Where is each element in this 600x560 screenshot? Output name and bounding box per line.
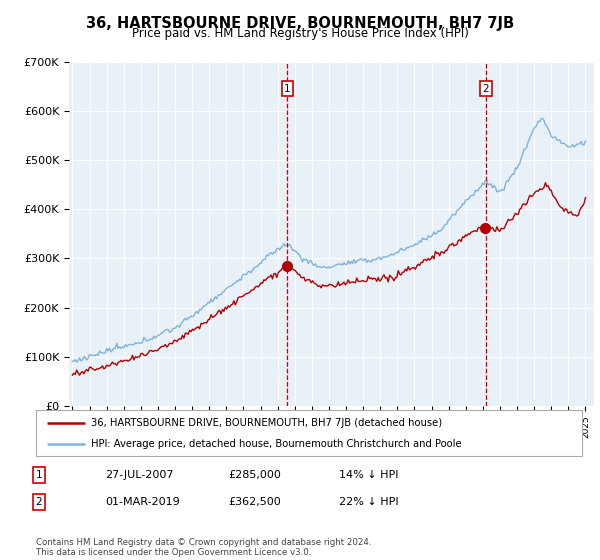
Text: 22% ↓ HPI: 22% ↓ HPI xyxy=(339,497,398,507)
Text: £362,500: £362,500 xyxy=(228,497,281,507)
Text: 2: 2 xyxy=(35,497,43,507)
Text: Contains HM Land Registry data © Crown copyright and database right 2024.
This d: Contains HM Land Registry data © Crown c… xyxy=(36,538,371,557)
Text: 36, HARTSBOURNE DRIVE, BOURNEMOUTH, BH7 7JB: 36, HARTSBOURNE DRIVE, BOURNEMOUTH, BH7 … xyxy=(86,16,514,31)
Text: 27-JUL-2007: 27-JUL-2007 xyxy=(105,470,173,480)
Text: 1: 1 xyxy=(284,83,291,94)
Text: 1: 1 xyxy=(35,470,43,480)
Text: Price paid vs. HM Land Registry's House Price Index (HPI): Price paid vs. HM Land Registry's House … xyxy=(131,27,469,40)
Text: 01-MAR-2019: 01-MAR-2019 xyxy=(105,497,180,507)
FancyBboxPatch shape xyxy=(36,410,582,456)
Text: HPI: Average price, detached house, Bournemouth Christchurch and Poole: HPI: Average price, detached house, Bour… xyxy=(91,439,461,449)
Text: 36, HARTSBOURNE DRIVE, BOURNEMOUTH, BH7 7JB (detached house): 36, HARTSBOURNE DRIVE, BOURNEMOUTH, BH7 … xyxy=(91,418,442,428)
Text: 14% ↓ HPI: 14% ↓ HPI xyxy=(339,470,398,480)
Text: £285,000: £285,000 xyxy=(228,470,281,480)
Text: 2: 2 xyxy=(482,83,489,94)
